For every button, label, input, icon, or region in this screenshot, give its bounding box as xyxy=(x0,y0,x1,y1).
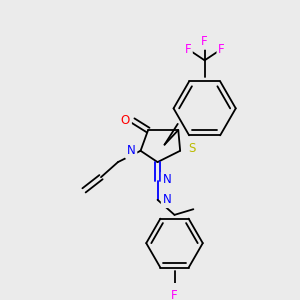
Text: N: N xyxy=(163,193,171,206)
Text: F: F xyxy=(171,290,178,300)
Text: S: S xyxy=(188,142,195,155)
Text: N: N xyxy=(163,172,171,186)
Text: F: F xyxy=(184,43,191,56)
Text: O: O xyxy=(121,114,130,127)
Text: N: N xyxy=(127,144,136,157)
Text: F: F xyxy=(218,43,225,56)
Text: F: F xyxy=(201,35,208,48)
